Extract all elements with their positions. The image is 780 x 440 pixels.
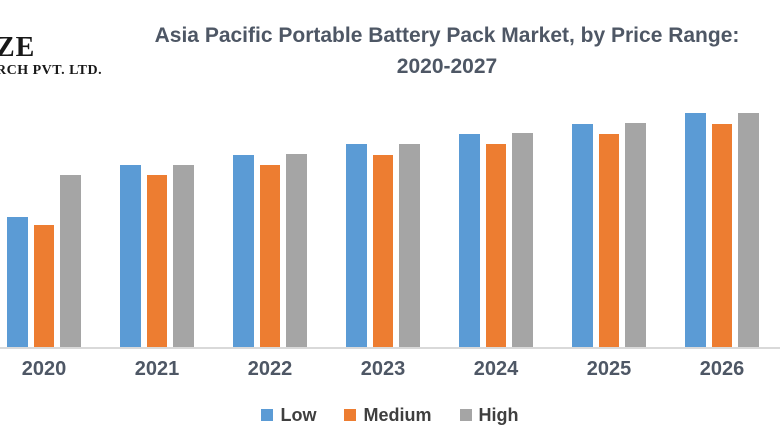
bar-medium-2020 bbox=[33, 225, 55, 347]
legend-item-low: Low bbox=[261, 405, 316, 426]
chart-title: Asia Pacific Portable Battery Pack Marke… bbox=[118, 20, 776, 82]
bar-high-2026 bbox=[738, 113, 759, 347]
legend-swatch-high bbox=[459, 409, 472, 421]
chart-title-line1: Asia Pacific Portable Battery Pack Marke… bbox=[154, 24, 740, 47]
x-axis-label-2026: 2026 bbox=[699, 358, 745, 380]
bar-high-2023 bbox=[399, 144, 420, 347]
legend-label-high: High bbox=[478, 404, 519, 425]
x-axis-label-2020: 2020 bbox=[21, 358, 67, 380]
logo-text-partial: ZE bbox=[0, 32, 36, 63]
bar-high-2024 bbox=[512, 133, 533, 347]
bar-medium-2026 bbox=[711, 124, 733, 347]
bar-high-2021 bbox=[173, 165, 194, 347]
x-axis-line bbox=[0, 347, 780, 349]
legend-label-low: Low bbox=[280, 404, 317, 425]
legend-swatch-medium bbox=[344, 409, 357, 421]
bar-medium-2024 bbox=[485, 144, 507, 347]
bar-medium-2023 bbox=[372, 155, 394, 347]
bar-medium-2022 bbox=[259, 165, 281, 347]
bar-medium-2021 bbox=[146, 175, 168, 347]
company-logo: ZE RCH PVT. LTD. bbox=[0, 34, 102, 78]
legend-item-medium: Medium bbox=[344, 404, 432, 426]
bar-high-2022 bbox=[286, 154, 307, 347]
bar-low-2025 bbox=[572, 124, 593, 347]
x-axis-label-2023: 2023 bbox=[360, 358, 406, 380]
bar-low-2020 bbox=[7, 217, 28, 347]
bar-low-2023 bbox=[346, 144, 367, 347]
bar-high-2020 bbox=[60, 175, 81, 347]
logo-subtext-partial: RCH PVT. LTD. bbox=[0, 63, 103, 78]
legend-swatch-low bbox=[261, 409, 274, 421]
x-axis-label-2022: 2022 bbox=[247, 358, 293, 380]
bar-medium-2025 bbox=[598, 134, 620, 347]
x-axis-label-2024: 2024 bbox=[473, 358, 519, 380]
bar-high-2025 bbox=[625, 123, 646, 347]
chart-title-line2: 2020-2027 bbox=[396, 55, 498, 78]
legend-item-high: High bbox=[459, 404, 519, 426]
bar-low-2021 bbox=[120, 165, 141, 347]
legend-label-medium: Medium bbox=[363, 404, 432, 425]
bar-low-2022 bbox=[233, 155, 254, 347]
bar-low-2024 bbox=[459, 134, 480, 347]
x-axis-label-2021: 2021 bbox=[134, 358, 180, 380]
x-axis-label-2025: 2025 bbox=[586, 358, 632, 380]
bar-low-2026 bbox=[685, 113, 706, 347]
chart-legend: Low Medium High bbox=[0, 402, 780, 428]
